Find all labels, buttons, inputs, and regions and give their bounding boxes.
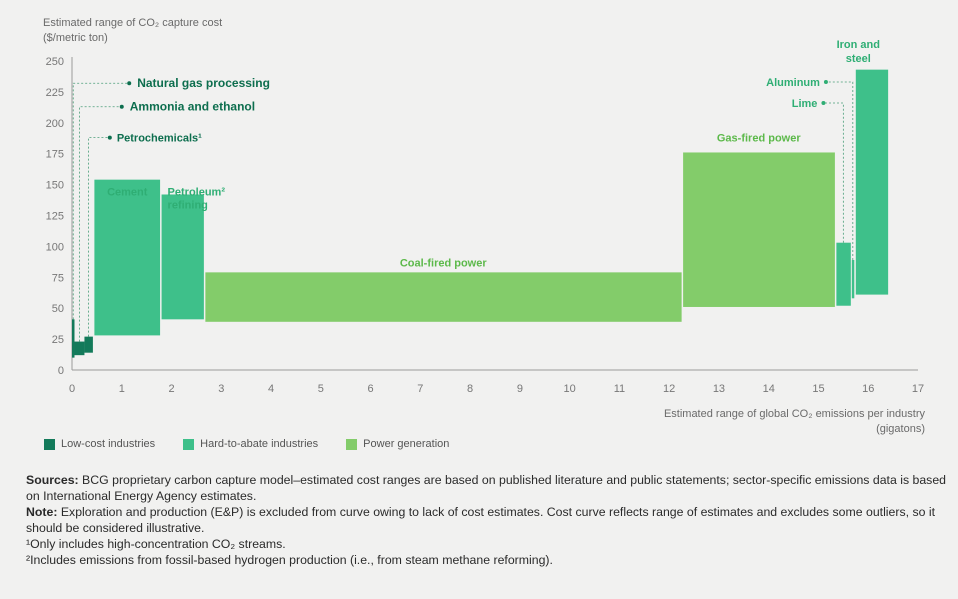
leader-dot-lime xyxy=(821,101,826,106)
sources-note: Sources: BCG proprietary carbon capture … xyxy=(26,472,946,504)
x-tick-label-6: 6 xyxy=(368,383,374,395)
x-tick-label-14: 14 xyxy=(763,383,775,395)
footnote-2: ²Includes emissions from fossil-based hy… xyxy=(26,553,553,567)
footnote-1: ¹Only includes high-concentration CO₂ st… xyxy=(26,537,286,551)
legend-label-hard-to-abate: Hard-to-abate industries xyxy=(200,438,319,450)
y-tick-label-125: 125 xyxy=(46,211,64,223)
y-tick-label-25: 25 xyxy=(52,334,64,346)
bar-gas-fired-power xyxy=(683,152,835,307)
x-tick-label-16: 16 xyxy=(862,383,874,395)
bar-ammonia-and-ethanol xyxy=(74,341,85,356)
label-iron-line2: steel xyxy=(846,53,871,65)
legend-item-hard-to-abate: Hard-to-abate industries xyxy=(183,438,318,450)
y-tick-label-75: 75 xyxy=(52,272,64,284)
note-label: Note: xyxy=(26,505,58,519)
x-tick-label-10: 10 xyxy=(564,383,576,395)
y-tick-label-250: 250 xyxy=(46,56,64,68)
label-ammonia: Ammonia and ethanol xyxy=(130,100,255,114)
label-iron-line1: Iron and xyxy=(837,39,880,51)
x-axis-title-line1: Estimated range of global CO₂ emissions … xyxy=(663,408,925,420)
label-petroleum-line2: refining xyxy=(168,200,208,212)
leader-dot-aluminum xyxy=(823,80,828,85)
y-tick-label-100: 100 xyxy=(46,241,64,253)
y-tick-label-50: 50 xyxy=(52,303,64,315)
bar-natural-gas-processing xyxy=(72,319,75,358)
x-tick-label-1: 1 xyxy=(119,383,125,395)
bar-petrochemicals xyxy=(84,336,93,353)
bar-petroleum-refining xyxy=(161,194,204,320)
legend: Low-cost industries Hard-to-abate indust… xyxy=(44,438,477,450)
label-gas: Gas-fired power xyxy=(717,132,801,144)
leader-dot-petrochemicals xyxy=(107,135,112,140)
y-tick-label-200: 200 xyxy=(46,118,64,130)
x-tick-label-11: 11 xyxy=(614,383,625,395)
x-tick-label-5: 5 xyxy=(318,383,324,395)
legend-swatch-hard-to-abate xyxy=(183,438,195,450)
y-axis-title-line1: Estimated range of CO₂ capture cost xyxy=(43,17,223,29)
y-tick-label-150: 150 xyxy=(46,180,64,192)
y-axis-title: Estimated range of CO₂ capture cost ($/m… xyxy=(43,16,222,46)
x-tick-label-0: 0 xyxy=(69,383,75,395)
x-tick-label-9: 9 xyxy=(517,383,523,395)
legend-swatch-power xyxy=(346,438,358,450)
bar-coal-fired-power xyxy=(205,272,682,322)
x-axis-title: Estimated range of global CO₂ emissions … xyxy=(664,407,925,437)
bar-lime xyxy=(836,242,851,306)
y-axis-title-line2: ($/metric ton) xyxy=(43,32,108,44)
legend-label-power: Power generation xyxy=(363,438,450,450)
note-text: Exploration and production (E&P) is excl… xyxy=(26,505,936,535)
legend-swatch-low-cost xyxy=(44,438,55,450)
x-axis-title-line2: (gigatons) xyxy=(876,423,925,435)
y-tick-label-225: 225 xyxy=(46,87,64,99)
label-natural-gas: Natural gas processing xyxy=(137,76,270,90)
leader-aluminum xyxy=(825,81,854,260)
x-tick-label-8: 8 xyxy=(467,383,473,395)
label-petroleum-line1: Petroleum² xyxy=(168,187,226,199)
x-tick-label-13: 13 xyxy=(713,383,725,395)
label-aluminum: Aluminum xyxy=(766,77,820,89)
x-tick-label-12: 12 xyxy=(663,383,675,395)
label-lime: Lime xyxy=(792,98,818,110)
x-tick-label-2: 2 xyxy=(168,383,174,395)
label-coal: Coal-fired power xyxy=(400,257,488,269)
x-tick-label-15: 15 xyxy=(812,383,824,395)
label-petrochemicals: Petrochemicals¹ xyxy=(117,133,202,145)
leader-petrochemicals xyxy=(88,137,110,337)
leader-dot-ammonia xyxy=(119,104,124,109)
bar-iron-and-steel xyxy=(855,69,889,295)
x-tick-label-3: 3 xyxy=(218,383,224,395)
legend-label-low-cost: Low-cost industries xyxy=(61,438,156,450)
leader-lime xyxy=(823,102,844,243)
note: Note: Exploration and production (E&P) i… xyxy=(26,504,946,536)
leader-dot-natural-gas xyxy=(127,81,132,86)
leader-natural-gas xyxy=(72,82,130,320)
x-tick-label-4: 4 xyxy=(268,383,274,395)
legend-item-low-cost: Low-cost industries xyxy=(44,438,155,450)
notes: Sources: BCG proprietary carbon capture … xyxy=(26,472,946,568)
bar-aluminum xyxy=(851,259,855,299)
sources-label: Sources: xyxy=(26,473,79,487)
sources-text: BCG proprietary carbon capture model–est… xyxy=(26,473,947,503)
y-tick-label-0: 0 xyxy=(58,365,64,377)
label-cement: Cement xyxy=(107,187,148,199)
legend-item-power: Power generation xyxy=(346,438,449,450)
bar-cement xyxy=(94,179,161,336)
x-tick-label-7: 7 xyxy=(417,383,423,395)
y-tick-label-175: 175 xyxy=(46,149,64,161)
x-tick-label-17: 17 xyxy=(912,383,924,395)
